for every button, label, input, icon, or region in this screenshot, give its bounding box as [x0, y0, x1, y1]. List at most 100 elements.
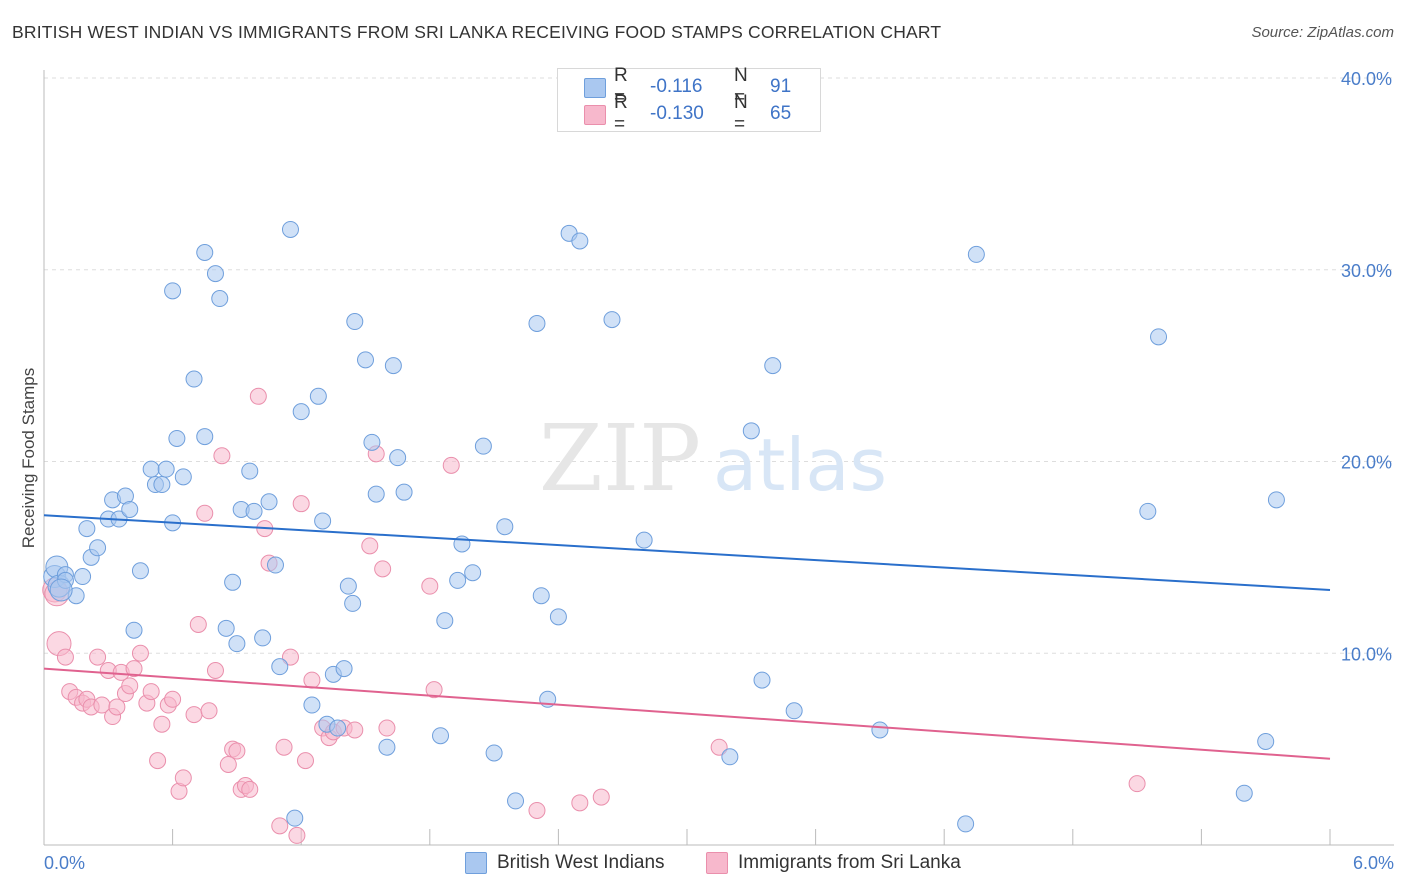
data-point-sri-lanka: [425, 681, 443, 699]
data-point-british-west-indians: [157, 460, 175, 478]
data-point-british-west-indians: [245, 502, 263, 520]
data-point-sri-lanka: [1128, 775, 1146, 793]
data-point-british-west-indians: [395, 483, 413, 501]
data-point-british-west-indians: [549, 608, 567, 626]
data-point-sri-lanka: [346, 721, 364, 739]
watermark: ZIP atlas: [539, 405, 887, 512]
data-point-british-west-indians: [185, 370, 203, 388]
chart-title: BRITISH WEST INDIAN VS IMMIGRANTS FROM S…: [12, 22, 942, 42]
data-point-british-west-indians: [753, 671, 771, 689]
data-point-sri-lanka: [164, 690, 182, 708]
data-point-sri-lanka: [131, 644, 149, 662]
data-point-sri-lanka: [196, 504, 214, 522]
r-label: R =: [614, 92, 628, 135]
n-value: 65: [770, 103, 792, 124]
data-point-british-west-indians: [367, 485, 385, 503]
x-tick-label-max: 6.0%: [1353, 853, 1394, 873]
legend-swatch-blue: [465, 852, 487, 874]
data-point-british-west-indians: [346, 313, 364, 331]
y-tick-label: 30.0%: [1341, 261, 1392, 281]
data-point-british-west-indians: [449, 571, 467, 589]
data-point-british-west-indians: [168, 429, 186, 447]
trend-lines: [43, 514, 1331, 760]
data-point-british-west-indians: [871, 721, 889, 739]
data-point-sri-lanka: [228, 742, 246, 760]
data-point-british-west-indians: [271, 658, 289, 676]
r-value: -0.130: [650, 103, 704, 124]
data-point-british-west-indians: [1235, 784, 1253, 802]
data-point-sri-lanka: [206, 662, 224, 680]
data-point-sri-lanka: [571, 794, 589, 812]
data-point-british-west-indians: [254, 629, 272, 647]
data-point-british-west-indians: [436, 612, 454, 630]
data-point-british-west-indians: [785, 702, 803, 720]
data-point-sri-lanka: [374, 560, 392, 578]
data-point-british-west-indians: [125, 621, 143, 639]
data-point-british-west-indians: [78, 520, 96, 538]
data-point-british-west-indians: [286, 809, 304, 827]
data-point-sri-lanka: [153, 715, 171, 733]
legend-label-blue: British West Indians: [497, 852, 665, 873]
data-point-british-west-indians: [742, 422, 760, 440]
data-point-british-west-indians: [764, 357, 782, 375]
data-point-british-west-indians: [121, 500, 139, 518]
data-point-sri-lanka: [125, 660, 143, 678]
data-point-british-west-indians: [196, 428, 214, 446]
y-tick-label: 20.0%: [1341, 453, 1392, 473]
data-point-british-west-indians: [603, 311, 621, 329]
data-point-british-west-indians: [957, 815, 975, 833]
n-value: 91: [770, 76, 792, 97]
data-point-british-west-indians: [357, 351, 374, 369]
data-point-sri-lanka: [303, 671, 321, 689]
data-point-british-west-indians: [241, 462, 259, 480]
data-point-british-west-indians: [432, 727, 450, 745]
data-point-british-west-indians: [967, 245, 985, 263]
legend-swatch-pink: [706, 852, 728, 874]
data-point-british-west-indians: [335, 660, 353, 678]
data-point-british-west-indians: [49, 578, 73, 602]
data-point-sri-lanka: [288, 826, 306, 844]
data-point-sri-lanka: [292, 495, 310, 513]
watermark-zip: ZIP: [539, 405, 701, 512]
data-point-british-west-indians: [363, 433, 381, 451]
data-point-british-west-indians: [532, 587, 550, 605]
data-point-sri-lanka: [361, 537, 379, 555]
data-point-british-west-indians: [571, 232, 589, 250]
data-point-british-west-indians: [74, 568, 92, 586]
data-point-british-west-indians: [89, 539, 107, 557]
data-point-british-west-indians: [384, 357, 402, 375]
data-point-sri-lanka: [592, 788, 610, 806]
data-point-british-west-indians: [281, 220, 299, 238]
data-point-british-west-indians: [389, 449, 407, 467]
legend-label-pink: Immigrants from Sri Lanka: [738, 852, 961, 873]
n-label: N =: [734, 92, 748, 135]
data-point-sri-lanka: [89, 648, 107, 666]
data-point-british-west-indians: [266, 556, 284, 574]
data-point-british-west-indians: [153, 476, 171, 494]
r-value: -0.116: [650, 76, 703, 97]
data-point-british-west-indians: [303, 696, 321, 714]
data-point-british-west-indians: [635, 531, 653, 549]
data-point-sri-lanka: [378, 719, 396, 737]
data-point-british-west-indians: [224, 573, 242, 591]
data-point-sri-lanka: [241, 780, 259, 798]
data-point-british-west-indians: [1257, 732, 1275, 750]
data-point-british-west-indians: [329, 719, 347, 737]
stats-legend: R = -0.116 N = 91 R = -0.130 N = 65: [557, 65, 821, 135]
data-point-british-west-indians: [507, 792, 525, 810]
data-point-sri-lanka: [421, 577, 439, 595]
data-point-sri-lanka: [213, 447, 231, 465]
data-point-british-west-indians: [131, 562, 149, 580]
data-point-british-west-indians: [378, 738, 396, 756]
data-point-british-west-indians: [228, 635, 246, 653]
legend-item-sri-lanka: Immigrants from Sri Lanka: [706, 852, 961, 874]
data-point-sri-lanka: [249, 387, 267, 405]
data-point-british-west-indians: [528, 314, 546, 332]
data-point-british-west-indians: [309, 387, 327, 405]
data-point-british-west-indians: [344, 594, 362, 612]
data-point-british-west-indians: [314, 512, 332, 530]
data-point-british-west-indians: [464, 564, 482, 582]
n-label: N =: [734, 65, 748, 108]
data-point-sri-lanka: [281, 648, 299, 666]
